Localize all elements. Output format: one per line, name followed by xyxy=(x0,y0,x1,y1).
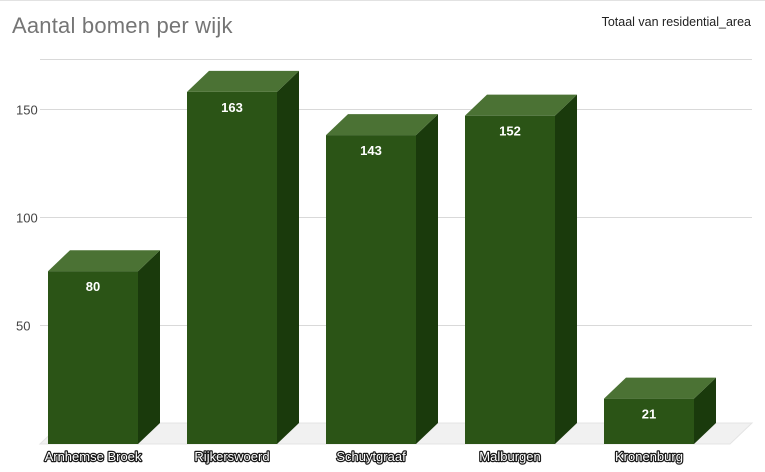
bar-side xyxy=(416,114,438,445)
chart-title: Aantal bomen per wijk xyxy=(12,13,233,38)
bar-top xyxy=(326,114,438,136)
legend-entry: Totaal van residential_area xyxy=(601,15,751,29)
bar-top xyxy=(48,250,160,272)
data-label: 80 xyxy=(86,279,100,294)
bar-side xyxy=(138,250,160,444)
bar-side xyxy=(555,94,577,445)
bar-group: 80 Arnhemse Broek xyxy=(43,250,160,465)
y-tick-label: 150 xyxy=(16,103,38,118)
bar-group: 152 Malburgen xyxy=(465,94,577,465)
y-tick-label: 50 xyxy=(16,319,30,334)
bar-top xyxy=(187,70,299,92)
bar xyxy=(187,91,277,445)
data-label: 21 xyxy=(642,407,656,422)
x-tick-label: Kronenburg xyxy=(615,449,683,464)
bar xyxy=(326,135,416,444)
x-tick-label: Malburgen xyxy=(479,449,540,464)
bar-side xyxy=(277,70,299,445)
x-tick-label: Arnhemse Broek xyxy=(45,449,142,464)
bar-group: 163 Rijkerswoerd xyxy=(187,70,299,465)
x-tick-label: Schuytgraaf xyxy=(336,449,406,464)
bar-side xyxy=(694,377,716,444)
bar-group: 143 Schuytgraaf xyxy=(326,114,438,465)
bar xyxy=(48,271,138,444)
data-label: 152 xyxy=(499,124,521,139)
bar xyxy=(604,398,694,444)
y-tick-label: 100 xyxy=(16,211,38,226)
bar xyxy=(465,115,555,445)
data-label: 143 xyxy=(360,143,382,158)
bar-group: 21 Kronenburg xyxy=(604,377,716,465)
data-label: 163 xyxy=(221,100,243,115)
bar-top xyxy=(604,377,716,399)
bar-top xyxy=(465,94,577,116)
x-tick-label: Rijkerswoerd xyxy=(194,449,269,464)
